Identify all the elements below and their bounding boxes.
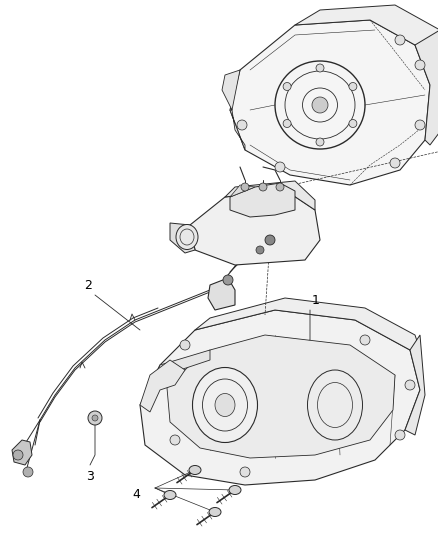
- Circle shape: [276, 183, 284, 191]
- Circle shape: [415, 60, 425, 70]
- Polygon shape: [195, 298, 420, 350]
- Polygon shape: [12, 440, 32, 465]
- Circle shape: [415, 120, 425, 130]
- Circle shape: [92, 415, 98, 421]
- Circle shape: [275, 162, 285, 172]
- Ellipse shape: [307, 370, 363, 440]
- Circle shape: [170, 435, 180, 445]
- Circle shape: [13, 450, 23, 460]
- Text: 2: 2: [84, 279, 92, 292]
- Text: 4: 4: [132, 489, 140, 502]
- Circle shape: [283, 83, 291, 91]
- Polygon shape: [140, 360, 185, 412]
- Circle shape: [316, 64, 324, 72]
- Polygon shape: [140, 310, 420, 485]
- Circle shape: [237, 120, 247, 130]
- Polygon shape: [405, 335, 425, 435]
- Ellipse shape: [164, 490, 176, 499]
- Polygon shape: [230, 185, 255, 197]
- Circle shape: [395, 430, 405, 440]
- Polygon shape: [295, 5, 438, 45]
- Circle shape: [360, 335, 370, 345]
- Circle shape: [395, 35, 405, 45]
- Circle shape: [265, 235, 275, 245]
- Circle shape: [256, 246, 264, 254]
- Circle shape: [316, 138, 324, 146]
- Ellipse shape: [229, 486, 241, 495]
- Circle shape: [312, 97, 328, 113]
- Circle shape: [88, 411, 102, 425]
- Polygon shape: [170, 223, 195, 253]
- Polygon shape: [230, 20, 430, 185]
- Circle shape: [223, 275, 233, 285]
- Text: 1: 1: [312, 294, 320, 307]
- Circle shape: [259, 183, 267, 191]
- Polygon shape: [225, 181, 315, 210]
- Circle shape: [349, 83, 357, 91]
- Polygon shape: [145, 350, 210, 410]
- Circle shape: [283, 119, 291, 127]
- Polygon shape: [230, 183, 295, 217]
- Circle shape: [405, 380, 415, 390]
- Circle shape: [390, 158, 400, 168]
- Polygon shape: [167, 335, 395, 458]
- Ellipse shape: [215, 393, 235, 416]
- Ellipse shape: [189, 465, 201, 474]
- Circle shape: [180, 340, 190, 350]
- Text: 3: 3: [86, 470, 94, 483]
- Circle shape: [241, 183, 249, 191]
- Polygon shape: [415, 30, 438, 145]
- Circle shape: [349, 119, 357, 127]
- Ellipse shape: [192, 367, 258, 442]
- Ellipse shape: [209, 507, 221, 516]
- Circle shape: [23, 467, 33, 477]
- Circle shape: [240, 467, 250, 477]
- Polygon shape: [190, 190, 320, 265]
- Polygon shape: [208, 278, 235, 310]
- Polygon shape: [222, 70, 245, 150]
- Ellipse shape: [176, 224, 198, 249]
